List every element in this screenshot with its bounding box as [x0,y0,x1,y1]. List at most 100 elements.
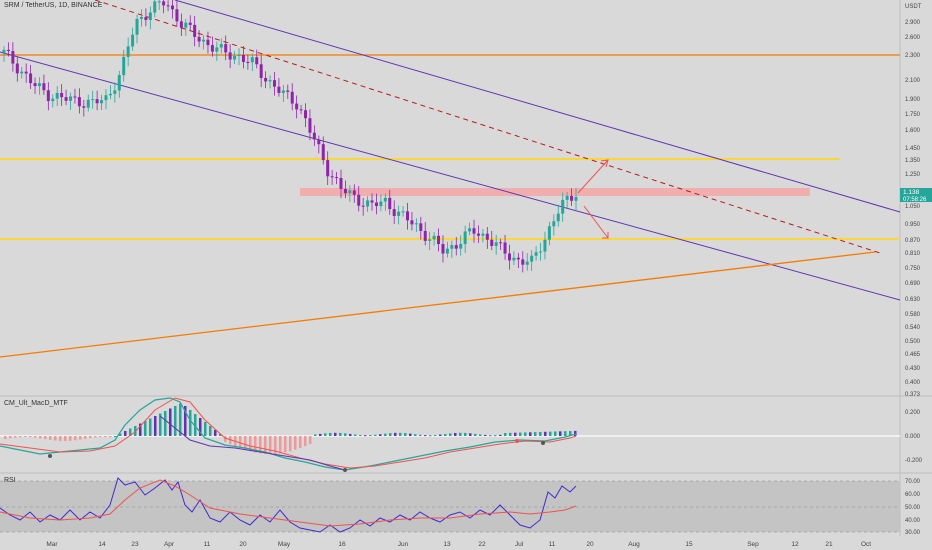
macd-hist-bar [329,432,332,436]
last-price-value: 1.138 [903,189,920,196]
macd-hist-bar [369,435,372,437]
candle-body [521,259,525,265]
macd-hist-bar [449,433,452,436]
candle-body [210,45,214,52]
candle-body [565,195,569,200]
candle-body [295,103,299,110]
candle-body [193,24,197,37]
macd-hist-bar [419,434,422,436]
macd-hist-bar [99,436,102,438]
macd-hist-bar [114,436,117,437]
macd-hist-bar [204,422,207,436]
macd-hist-bar [489,435,492,437]
macd-hist-bar [534,432,537,436]
time-tick-label: Aug [628,541,640,548]
macd-hist-bar [309,436,312,445]
candle-body [321,144,325,161]
macd-hist-bar [244,436,247,450]
macd-hist-bar [429,435,432,437]
macd-hist-bar [199,418,202,436]
macd-hist-bar [184,406,187,436]
candle-body [476,233,480,236]
candle-body [82,106,86,108]
macd-hist-bar [109,436,112,438]
candle-body [153,1,157,13]
macd-hist-bar [224,436,227,442]
rsi-pane-title: RSI [4,477,16,484]
price-axis[interactable]: 2.900 2.600 2.300 2.100 1.900 1.750 1.600 1.450… [905,20,921,398]
rsi-tick-label: 40.00 [905,518,921,524]
macd-hist-bar [314,434,317,436]
time-axis[interactable]: Mar 14 23 Apr 11 20 May 16 Jun 13 22 Jul 11 20 Aug 15 Se… [46,541,871,548]
candle-body [388,197,392,210]
macd-tick-label: 0.200 [905,410,921,416]
time-tick-label: Sep [747,541,759,548]
candle-body [441,244,445,254]
candle-body [281,90,285,93]
macd-hist-bar [94,436,97,438]
candle-body [179,21,183,28]
macd-hist-bar [124,431,127,436]
macd-hist-bar [544,431,547,436]
candle-body [463,231,467,245]
macd-hist-bar [194,414,197,436]
candle-body [95,99,99,104]
down-arrow-line [583,205,609,239]
macd-hist-bar [469,433,472,436]
macd-hist-bar [69,436,72,441]
rsi-tick-label: 60.00 [905,492,921,498]
candle-body [547,226,551,240]
macd-hist-bar [19,436,22,438]
candle-body [264,77,268,82]
candle-body [250,57,254,63]
candle-body [162,1,166,6]
candle-body [122,56,126,76]
macd-hist-bar [144,421,147,436]
macd-hist-bar [324,433,327,436]
macd-hist-bar [359,434,362,436]
candle-body [392,209,396,216]
macd-hist-bar [384,433,387,436]
price-tick-label: 0.465 [905,352,921,358]
candle-body [108,93,112,96]
candle-body [228,52,232,60]
macd-tick-label: -0.200 [905,458,923,464]
time-tick-label: 21 [825,541,833,548]
macd-cross-dot [515,439,519,443]
candle-body [556,213,560,222]
rsi-tick-label: 70.00 [905,479,921,485]
macd-hist-bar [239,436,242,448]
price-tick-label: 0.950 [905,222,921,228]
candle-body [11,51,15,64]
macd-hist-bar [159,413,162,436]
candle-body [37,83,41,87]
candle-body [33,83,37,87]
macd-hist-bar [389,433,392,436]
candle-body [485,233,489,240]
macd-hist-bar [39,436,42,439]
candle-body [401,211,405,213]
lower-channel-line [0,51,901,301]
macd-hist-bar [264,436,267,454]
macd-hist-bar [289,436,292,452]
macd-axis: 0.200 0.000 -0.200 [905,410,923,464]
candle-body [490,239,494,246]
resistance-zone [300,188,810,196]
candle-body [561,199,565,214]
time-tick-label: 14 [98,541,106,548]
macd-line [0,397,577,471]
candle-body [499,242,503,244]
candle-body [157,1,161,3]
time-tick-label: Oct [861,541,871,548]
candle-body [188,22,192,25]
macd-hist-bar [414,434,417,436]
macd-hist-bar [119,433,122,436]
macd-hist-bar [379,434,382,436]
candle-body [126,46,130,57]
candle-body [60,92,64,98]
candle-body [277,86,281,93]
time-tick-label: 15 [685,541,693,548]
macd-hist-bar [404,433,407,436]
candle-body [361,205,365,207]
